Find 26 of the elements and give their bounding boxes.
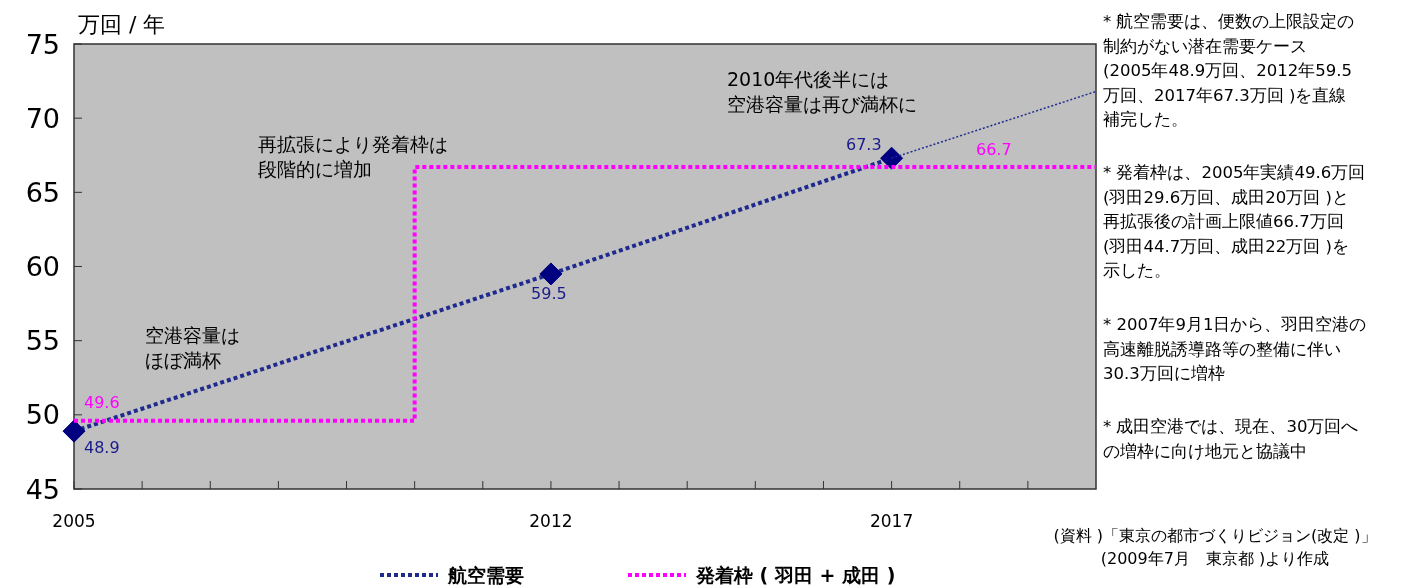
- annotation: 空港容量はほぼ満杯: [145, 324, 240, 371]
- x-tick-label: 2005: [52, 511, 96, 531]
- y-tick-label: 45: [25, 473, 60, 505]
- text: (資料 )「東京の都市づくりビジョン(改定 )」 (2009年7月 東京都 )より作成: [1053, 526, 1377, 568]
- y-tick-label: 70: [25, 102, 60, 134]
- x-tick-label: 2017: [869, 511, 914, 531]
- annotation: 再拡張により発着枠は段階的に増加: [258, 133, 448, 180]
- annotation: 49.6: [84, 393, 120, 413]
- legend-label: 航空需要: [447, 564, 524, 585]
- y-tick-label: 65: [25, 176, 60, 208]
- legend-label: 発着枠 ( 羽田 + 成田 ): [695, 564, 896, 585]
- text: * 成田空港では、現在、30万回への増枠に向け地元と協議中: [1103, 417, 1359, 461]
- data-label: 67.3: [845, 134, 882, 154]
- text: * 発着枠は、2005年実績49.6万回(羽田29.6万回、成田20万回 )と再拡張後の計画上限値66.7万回(羽田44.7万回、成田22万回 )を示した。: [1103, 163, 1366, 280]
- data-label: 48.9: [84, 437, 120, 457]
- y-tick-label: 55: [25, 325, 60, 357]
- annotation: 66.7: [975, 139, 1012, 159]
- x-tick-label: 2012: [529, 511, 573, 531]
- y-tick-label: 50: [25, 399, 60, 431]
- text: * 2007年9月1日から、羽田空港の高速離脱誘導路等の整備に伴い30.3万回に増枠: [1103, 315, 1367, 383]
- data-label: 59.5: [531, 284, 567, 304]
- text: * 航空需要は、便数の上限設定の制約がない潜在需要ケース(2005年48.9万回、2012年59.5万回、2017年67.3万回 )を直線補完した。: [1103, 12, 1355, 129]
- y-axis-title: 万回 / 年: [78, 12, 166, 37]
- y-tick-label: 75: [25, 28, 60, 60]
- annotation: 2010年代後半には空港容量は再び満杯に: [727, 68, 917, 115]
- y-tick-label: 60: [25, 251, 60, 282]
